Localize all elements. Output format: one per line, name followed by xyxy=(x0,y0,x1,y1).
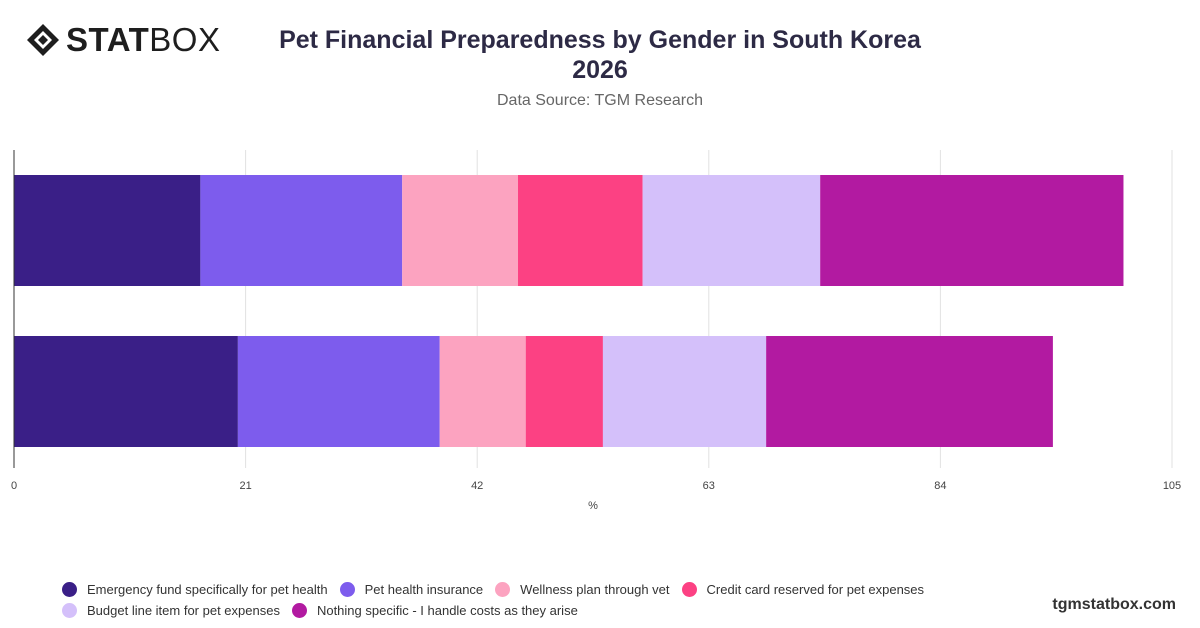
bar-segment xyxy=(439,336,526,447)
bar-segment xyxy=(820,175,1124,286)
bar-segment xyxy=(14,336,238,447)
legend-label: Wellness plan through vet xyxy=(520,582,670,597)
legend-swatch xyxy=(291,603,307,618)
x-axis-label: % xyxy=(588,500,598,512)
x-tick-label: 63 xyxy=(703,480,715,492)
bar-segment xyxy=(642,175,821,286)
legend-item: Wellness plan through vet xyxy=(495,579,670,600)
legend-item: Nothing specific - I handle costs as the… xyxy=(291,600,578,621)
statbox-diamond-icon xyxy=(27,24,59,56)
logo-text-bold: STAT xyxy=(66,21,150,58)
legend-item: Budget line item for pet expenses xyxy=(62,600,280,621)
legend-label: Credit card reserved for pet expenses xyxy=(706,582,925,597)
legend-label: Nothing specific - I handle costs as the… xyxy=(316,603,578,618)
chart-legend: Emergency fund specifically for pet heal… xyxy=(62,579,1152,621)
bar-segment xyxy=(525,336,603,447)
legend-item: Credit card reserved for pet expenses xyxy=(681,579,925,600)
x-tick-label: 0 xyxy=(11,480,17,492)
bar-segment xyxy=(518,175,643,286)
legend-item: Emergency fund specifically for pet heal… xyxy=(62,579,328,600)
chart-title-line2: 2026 xyxy=(572,56,628,84)
bar-segment xyxy=(200,175,403,286)
legend-swatch xyxy=(62,603,77,618)
bar-segment xyxy=(602,336,767,447)
bar-segment xyxy=(237,336,440,447)
statbox-logo: STATBOX xyxy=(26,22,220,58)
logo-text-light: BOX xyxy=(149,21,221,58)
legend-item: Pet health insurance xyxy=(339,579,484,600)
bar-segment xyxy=(402,175,519,286)
watermark: tgmstatbox.com xyxy=(1052,596,1176,613)
legend-label: Emergency fund specifically for pet heal… xyxy=(87,582,328,597)
legend-swatch xyxy=(339,582,355,597)
legend-label: Budget line item for pet expenses xyxy=(87,603,280,618)
chart-title: Pet Financial Preparedness by Gender in … xyxy=(0,25,1200,85)
x-tick-label: 21 xyxy=(239,480,251,492)
legend-swatch xyxy=(62,582,77,597)
x-tick-label: 42 xyxy=(471,480,483,492)
legend-swatch xyxy=(681,582,697,597)
logo-wordmark: STATBOX xyxy=(66,22,220,58)
legend-label: Pet health insurance xyxy=(364,582,484,597)
bar-segment xyxy=(14,175,201,286)
x-tick-label: 105 xyxy=(1163,480,1181,492)
stacked-bar-chart: 0 21 42 63 84 105% xyxy=(11,150,1181,512)
chart-title-line1: Pet Financial Preparedness by Gender in … xyxy=(279,26,921,54)
bar-segment xyxy=(766,336,1053,447)
chart-subtitle: Data Source: TGM Research xyxy=(496,92,703,109)
x-tick-label: 84 xyxy=(934,480,946,492)
legend-swatch xyxy=(495,582,511,597)
